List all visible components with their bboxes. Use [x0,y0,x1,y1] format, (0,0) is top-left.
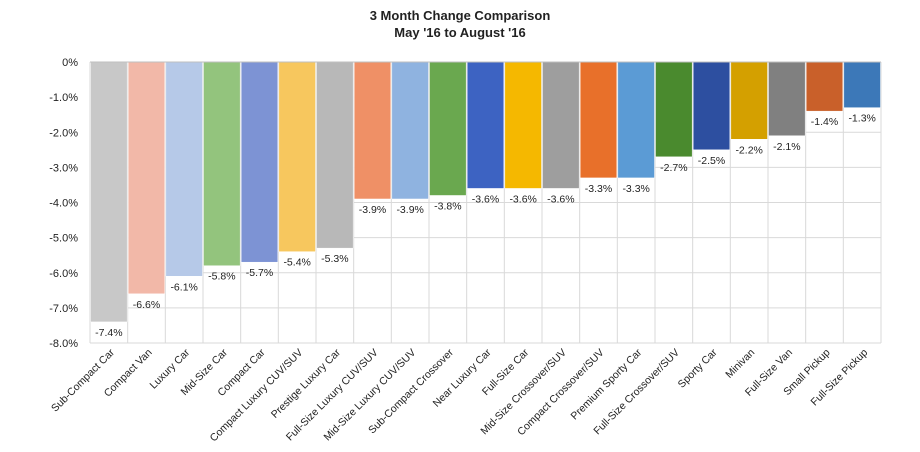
x-tick-label: Premium Sporty Car [569,346,645,422]
bar [127,61,166,295]
bar [240,61,279,263]
y-tick-label: -7.0% [49,303,78,315]
data-label: -3.6% [547,193,574,205]
bar [730,61,768,140]
bar [843,61,881,108]
data-label: -2.1% [773,141,800,153]
chart-subtitle-line: May '16 to August '16 [394,25,526,40]
bar [617,61,655,179]
bar [504,61,542,189]
x-tick-label: Minivan [723,347,757,381]
bars [90,61,881,323]
bar [655,61,693,158]
data-label: -3.3% [622,183,649,195]
data-label: -6.1% [170,281,197,293]
data-label: -6.6% [133,299,160,311]
data-label: -3.8% [434,200,461,212]
y-tick-label: -6.0% [49,268,78,280]
data-label: -3.6% [509,193,536,205]
bar [391,61,429,200]
data-label: -3.9% [359,204,386,216]
bar [165,61,203,277]
bar [90,61,128,323]
bar [316,61,354,249]
x-tick-label: Sporty Car [676,346,720,390]
data-label: -2.2% [735,144,762,156]
data-label: -5.8% [208,271,235,283]
data-label: -5.7% [246,267,273,279]
y-tick-label: -2.0% [49,127,78,139]
bar [768,61,806,137]
data-label: -3.9% [396,204,423,216]
chart-title-line: 3 Month Change Comparison [369,8,551,23]
data-labels: -7.4% -6.6% -6.1% -5.8% -5.7% -5.4% -5.3% -3.9%… [95,113,876,339]
y-tick-label: -1.0% [49,92,78,104]
data-label: -5.4% [283,257,310,269]
bar [579,61,618,179]
data-label: -2.7% [660,162,687,174]
data-label: -5.3% [321,253,348,265]
y-tick-label: -3.0% [49,162,78,174]
data-label: -1.4% [811,116,838,128]
bar [692,61,731,151]
bar [466,61,505,189]
data-label: -2.5% [698,155,725,167]
bar [805,61,844,112]
chart-title: 3 Month Change Comparison May '16 to Aug… [0,7,920,41]
y-tick-label: -8.0% [49,338,78,350]
bar [278,61,316,252]
bar [353,61,392,200]
bar [203,61,241,266]
y-tick-label: -5.0% [49,233,78,245]
bar [542,61,580,189]
bar [429,61,467,196]
y-tick-label: 0% [62,57,78,69]
data-label: -7.4% [95,327,122,339]
x-tick-label: Prestige Luxury Car [269,346,343,420]
y-tick-label: -4.0% [49,198,78,210]
data-label: -1.3% [848,113,875,125]
data-label: -3.3% [585,183,612,195]
data-label: -3.6% [472,193,499,205]
x-tick-label: Sub-Compact Car [49,346,117,414]
